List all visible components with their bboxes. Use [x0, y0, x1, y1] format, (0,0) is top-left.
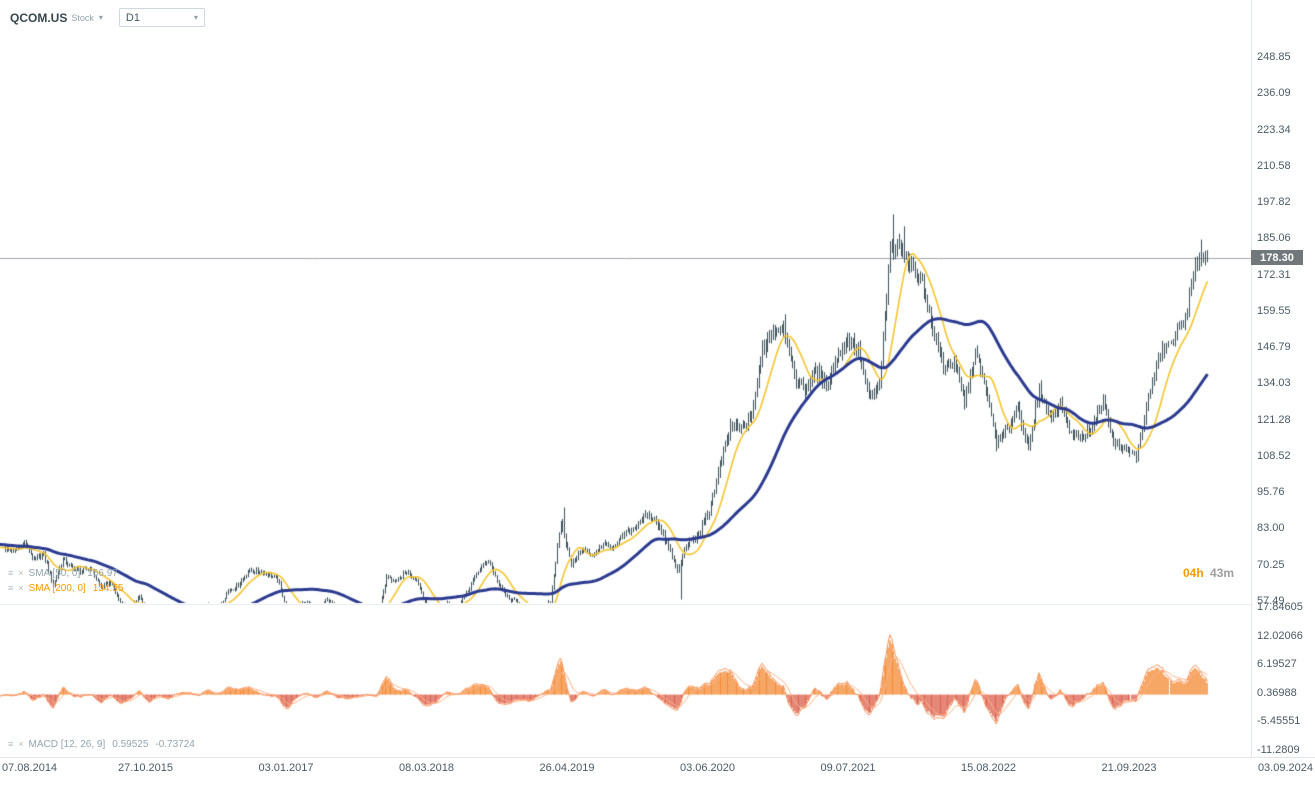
macd-axis-label: 6.19527: [1257, 658, 1297, 671]
price-axis-label: 248.85: [1257, 50, 1291, 63]
date-axis-label: 15.08.2022: [960, 762, 1017, 774]
axis-vertical-separator: [1251, 0, 1252, 757]
session-timer: 04h 43m: [1183, 566, 1234, 580]
timeframe-value: D1: [125, 11, 140, 24]
symbol-name[interactable]: QCOM.US: [10, 10, 68, 25]
date-axis-label: 08.03.2018: [398, 762, 455, 774]
chart-canvas[interactable]: [0, 0, 1251, 757]
sma-200-settings-icon[interactable]: ≡: [8, 583, 14, 593]
macd-axis-label: -5.45551: [1257, 715, 1301, 728]
date-axis-label: 03.06.2020: [679, 762, 736, 774]
price-axis-label: 197.82: [1257, 196, 1291, 209]
sma-50-remove-icon[interactable]: ×: [18, 568, 24, 578]
timeframe-caret-down-icon: ▾: [193, 13, 198, 22]
price-axis-label: 172.31: [1257, 268, 1291, 281]
macd-signal-value: -0.73724: [155, 739, 195, 750]
sma-200-value: 134.55: [92, 583, 124, 594]
date-axis-label: 21.09.2023: [1101, 762, 1157, 774]
date-axis-label: 09.07.2021: [820, 762, 876, 774]
instrument-type-label: Stock: [71, 12, 94, 23]
date-axis-label: 26.04.2019: [539, 762, 595, 774]
macd-main-value: 0.59525: [112, 739, 149, 750]
macd-axis[interactable]: 17.84605 12.02066 6.19527 0.36988 -5.45551 -1…: [1251, 0, 1315, 757]
price-axis-label: 223.34: [1257, 123, 1291, 136]
date-axis-separator: [0, 757, 1315, 758]
price-axis-label: 146.79: [1257, 341, 1291, 354]
timer-minutes: 43m: [1210, 566, 1235, 580]
macd-axis-label: 12.02066: [1257, 629, 1303, 642]
instrument-header: QCOM.US Stock ▾ D1 ▾: [10, 8, 205, 27]
price-axis-label: 83.00: [1257, 522, 1285, 535]
symbol-caret-down-icon[interactable]: ▾: [98, 13, 103, 22]
timeframe-select[interactable]: D1 ▾: [118, 8, 205, 27]
price-axis-label: 108.52: [1257, 449, 1291, 462]
price-axis-label: 95.76: [1257, 486, 1285, 499]
macd-legend-row: ≡ × MACD [12, 26, 9] 0.59525 -0.73724: [8, 737, 195, 752]
price-axis-label: 57.49: [1257, 595, 1285, 607]
date-axis-label: 03.01.2017: [258, 762, 314, 774]
price-axis[interactable]: 248.85 236.09 223.34 210.58 197.82 185.06 172.…: [1251, 0, 1315, 757]
macd-indicator-legend: ≡ × MACD [12, 26, 9] 0.59525 -0.73724: [8, 737, 195, 752]
sma-200-legend-row: ≡ × SMA [200, 0] 134.55: [8, 581, 123, 596]
macd-remove-icon[interactable]: ×: [18, 739, 24, 749]
date-axis-label: 03.09.2024: [1257, 762, 1313, 774]
timer-hours: 04h: [1183, 566, 1204, 580]
sma-50-legend-row: ≡ × SMA [50, 0] 166.97: [8, 566, 123, 581]
sma-50-value: 166.97: [87, 568, 118, 579]
date-axis[interactable]: 07.08.2014 27.10.2015 03.01.2017 08.03.2018…: [0, 757, 1315, 787]
price-axis-label: 70.25: [1257, 558, 1285, 571]
sma-200-label: SMA [200, 0]: [28, 583, 86, 594]
price-axis-label: 159.55: [1257, 304, 1291, 317]
sma-indicator-legend: ≡ × SMA [50, 0] 166.97 ≡ × SMA [200, 0] …: [8, 566, 123, 596]
macd-settings-icon[interactable]: ≡: [8, 739, 14, 749]
sma-200-remove-icon[interactable]: ×: [18, 583, 24, 593]
date-axis-label: 07.08.2014: [2, 762, 58, 774]
macd-axis-label: -11.2809: [1257, 743, 1300, 756]
sma-50-label: SMA [50, 0]: [28, 568, 81, 579]
sma-50-settings-icon[interactable]: ≡: [8, 568, 14, 578]
price-axis-label: 210.58: [1257, 159, 1291, 172]
macd-axis-label: 17.84605: [1257, 600, 1303, 613]
price-axis-label: 134.03: [1257, 377, 1291, 390]
current-price-tag: 178.30: [1251, 250, 1303, 266]
pane-divider: [0, 604, 1251, 605]
price-axis-label: 121.28: [1257, 413, 1291, 426]
date-axis-label: 27.10.2015: [117, 762, 174, 774]
price-axis-label: 236.09: [1257, 87, 1291, 100]
macd-label: MACD [12, 26, 9]: [28, 739, 106, 750]
macd-axis-label: 0.36988: [1257, 686, 1297, 699]
price-axis-label: 185.06: [1257, 232, 1291, 245]
